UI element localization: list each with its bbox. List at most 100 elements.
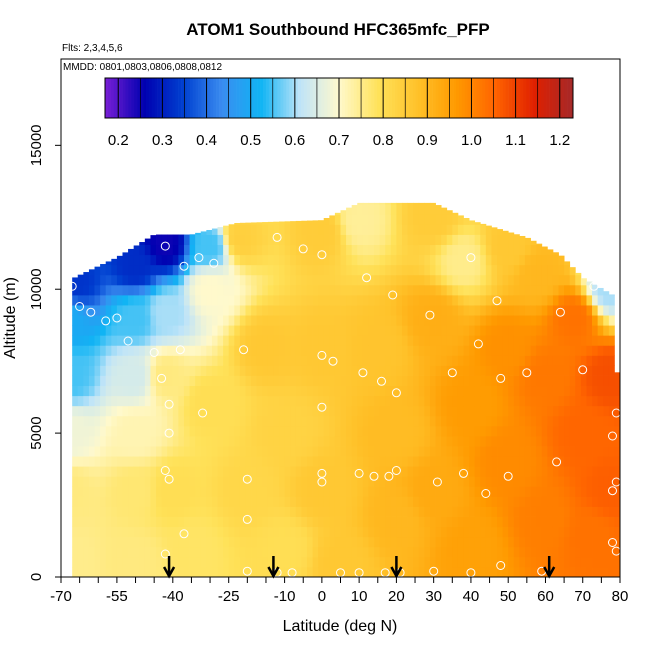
heatmap-cell bbox=[306, 385, 313, 397]
heatmap-cell bbox=[351, 506, 358, 517]
heatmap-cell bbox=[217, 385, 224, 397]
heatmap-cell bbox=[497, 365, 504, 376]
y-axis-label: Altitude (m) bbox=[2, 277, 19, 359]
heatmap-cell bbox=[128, 305, 135, 316]
heatmap-cell bbox=[100, 435, 107, 447]
heatmap-cell bbox=[256, 224, 263, 235]
heatmap-cell bbox=[139, 466, 146, 477]
heatmap-cell bbox=[519, 425, 526, 437]
heatmap-cell bbox=[519, 375, 526, 387]
heatmap-cell bbox=[217, 264, 224, 276]
heatmap-cell bbox=[167, 405, 174, 417]
heatmap-cell bbox=[357, 294, 364, 306]
heatmap-cell bbox=[429, 526, 436, 538]
heatmap-cell bbox=[519, 235, 526, 246]
heatmap-cell bbox=[88, 325, 95, 336]
heatmap-cell bbox=[323, 415, 330, 427]
colorbar-segment bbox=[485, 78, 489, 118]
heatmap-cell bbox=[340, 234, 347, 246]
heatmap-cell bbox=[357, 234, 364, 246]
heatmap-cell bbox=[262, 375, 269, 387]
sample-point bbox=[328, 356, 338, 366]
heatmap-cell bbox=[513, 566, 520, 578]
heatmap-cell bbox=[133, 375, 140, 387]
heatmap-cell bbox=[262, 466, 269, 477]
heatmap-cell bbox=[195, 264, 202, 276]
heatmap-cell bbox=[217, 227, 224, 235]
heatmap-cell bbox=[368, 466, 375, 477]
heatmap-cell bbox=[312, 284, 319, 296]
heatmap-cell bbox=[334, 264, 341, 276]
heatmap-cell bbox=[340, 224, 347, 235]
heatmap-cell bbox=[161, 355, 168, 366]
heatmap-cell bbox=[357, 405, 364, 417]
heatmap-cell bbox=[150, 425, 157, 437]
heatmap-cell bbox=[183, 466, 190, 477]
heatmap-cell bbox=[407, 415, 414, 427]
heatmap-cell bbox=[306, 566, 313, 578]
colorbar-segment bbox=[529, 78, 533, 118]
heatmap-cell bbox=[334, 466, 341, 477]
heatmap-cell bbox=[457, 566, 464, 578]
heatmap-cell bbox=[441, 207, 448, 215]
heatmap-cell bbox=[396, 264, 403, 276]
heatmap-cell bbox=[502, 345, 509, 356]
heatmap-cell bbox=[72, 435, 79, 447]
heatmap-cell bbox=[390, 415, 397, 427]
heatmap-cell bbox=[446, 264, 453, 276]
heatmap-cell bbox=[178, 506, 185, 517]
heatmap-cell bbox=[580, 546, 587, 558]
sample-point bbox=[317, 402, 327, 412]
heatmap-cell bbox=[564, 516, 571, 528]
heatmap-cell bbox=[446, 214, 453, 225]
heatmap-cell bbox=[401, 516, 408, 528]
heatmap-cell bbox=[77, 466, 84, 477]
heatmap-cell bbox=[441, 355, 448, 366]
heatmap-cell bbox=[508, 546, 515, 558]
heatmap-cell bbox=[524, 254, 531, 266]
heatmap-cell bbox=[128, 254, 135, 266]
heatmap-cell bbox=[564, 305, 571, 316]
heatmap-cell bbox=[273, 536, 280, 548]
heatmap-cell bbox=[329, 325, 336, 336]
heatmap-cell bbox=[418, 385, 425, 397]
heatmap-cell bbox=[379, 355, 386, 366]
heatmap-cell bbox=[239, 264, 246, 276]
heatmap-cell bbox=[312, 466, 319, 477]
heatmap-cell bbox=[608, 526, 615, 538]
heatmap-cell bbox=[83, 274, 90, 286]
heatmap-cell bbox=[206, 476, 213, 487]
heatmap-cell bbox=[239, 355, 246, 366]
heatmap-cell bbox=[357, 355, 364, 366]
heatmap-cell bbox=[200, 231, 207, 235]
heatmap-cell bbox=[323, 395, 330, 407]
heatmap-cell bbox=[239, 425, 246, 437]
heatmap-cell bbox=[195, 345, 202, 356]
heatmap-cell bbox=[592, 385, 599, 397]
heatmap-cell bbox=[385, 224, 392, 235]
heatmap-cell bbox=[183, 325, 190, 336]
heatmap-cell bbox=[424, 506, 431, 517]
heatmap-cell bbox=[586, 281, 593, 286]
heatmap-cell bbox=[480, 556, 487, 568]
heatmap-cell bbox=[150, 405, 157, 417]
heatmap-cell bbox=[558, 435, 565, 447]
colorbar-segment bbox=[520, 78, 524, 118]
heatmap-cell bbox=[390, 526, 397, 538]
heatmap-cell bbox=[396, 355, 403, 366]
heatmap-cell bbox=[94, 566, 101, 578]
heatmap-cell bbox=[323, 496, 330, 507]
heatmap-cell bbox=[480, 234, 487, 246]
heatmap-cell bbox=[156, 566, 163, 578]
heatmap-cell bbox=[279, 566, 285, 578]
heatmap-cell bbox=[374, 425, 381, 437]
heatmap-cell bbox=[279, 425, 285, 437]
heatmap-cell bbox=[211, 254, 218, 266]
heatmap-cell bbox=[77, 335, 84, 346]
heatmap-cell bbox=[156, 536, 163, 548]
heatmap-cell bbox=[116, 486, 123, 497]
heatmap-cell bbox=[156, 305, 163, 316]
heatmap-cell bbox=[497, 264, 504, 276]
heatmap-cell bbox=[401, 425, 408, 437]
heatmap bbox=[72, 202, 621, 578]
